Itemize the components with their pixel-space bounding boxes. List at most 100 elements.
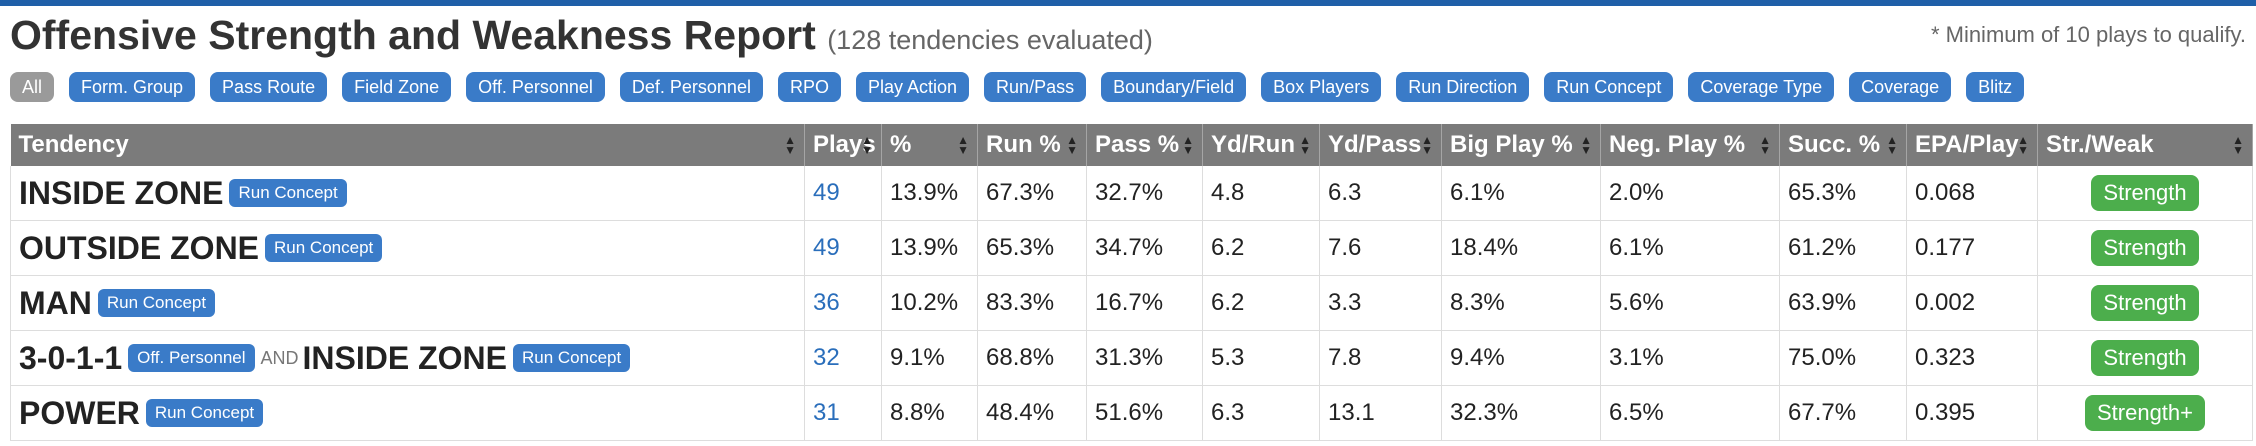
filter-field-zone[interactable]: Field Zone	[342, 72, 452, 102]
pass-pct-cell: 32.7%	[1086, 166, 1203, 221]
filter-run-direction[interactable]: Run Direction	[1396, 72, 1530, 102]
filter-run-concept[interactable]: Run Concept	[1544, 72, 1674, 102]
table-row: INSIDE ZONE Run Concept 49 13.9% 67.3% 32…	[10, 166, 2253, 221]
col-label: Pass %	[1095, 131, 1180, 158]
yd-pass-cell: 13.1	[1319, 385, 1442, 441]
big-play-cell: 32.3%	[1441, 385, 1601, 441]
yd-pass-cell: 7.6	[1319, 220, 1442, 276]
plays-link[interactable]: 31	[813, 399, 840, 426]
sort-icon: ▲ ▼	[1759, 133, 1771, 157]
plays-cell: 36	[804, 275, 882, 331]
filter-rpo[interactable]: RPO	[777, 72, 841, 102]
tendency-cell: OUTSIDE ZONE Run Concept	[10, 220, 805, 276]
sort-icon: ▲ ▼	[861, 133, 873, 157]
succ-cell: 63.9%	[1779, 275, 1907, 331]
col-label: Run %	[986, 131, 1061, 158]
epa-cell: 0.177	[1906, 220, 2038, 276]
col-header-succ[interactable]: Succ. % ▲ ▼	[1779, 124, 1907, 166]
succ-cell: 75.0%	[1779, 330, 1907, 386]
strength-badge: Strength	[2091, 340, 2199, 376]
yd-run-cell: 6.2	[1202, 275, 1320, 331]
col-header-plays[interactable]: Plays ▲ ▼	[804, 124, 882, 166]
run-pct-cell: 68.8%	[977, 330, 1087, 386]
strength-plus-badge: Strength+	[2084, 395, 2205, 431]
filter-pass-route[interactable]: Pass Route	[210, 72, 328, 102]
report-header: Offensive Strength and Weakness Report (…	[10, 10, 2246, 60]
filter-boundary-field[interactable]: Boundary/Field	[1101, 72, 1247, 102]
col-label: Yd/Run	[1211, 131, 1295, 158]
col-label: Tendency	[18, 131, 129, 158]
plays-link[interactable]: 36	[813, 289, 840, 316]
filter-box-players[interactable]: Box Players	[1261, 72, 1382, 102]
col-header-big-play[interactable]: Big Play % ▲ ▼	[1441, 124, 1601, 166]
tendency-name: 3-0-1-1	[19, 339, 123, 376]
title-text: Offensive Strength and Weakness Report	[10, 12, 816, 58]
neg-play-cell: 5.6%	[1600, 275, 1780, 331]
filter-all[interactable]: All	[10, 72, 55, 102]
col-header-epa[interactable]: EPA/Play ▲ ▼	[1906, 124, 2038, 166]
plays-link[interactable]: 32	[813, 344, 840, 371]
col-label: Neg. Play %	[1609, 131, 1746, 158]
filter-def-personnel[interactable]: Def. Personnel	[619, 72, 763, 102]
page-title: Offensive Strength and Weakness Report (…	[10, 12, 1153, 59]
tendency-name: MAN	[19, 284, 92, 321]
big-play-cell: 9.4%	[1441, 330, 1601, 386]
sort-icon: ▲ ▼	[1066, 133, 1078, 157]
sort-icon: ▲ ▼	[1580, 133, 1592, 157]
plays-link[interactable]: 49	[813, 179, 840, 206]
yd-run-cell: 6.3	[1202, 385, 1320, 441]
filter-form-group[interactable]: Form. Group	[69, 72, 196, 102]
sort-icon: ▲ ▼	[1421, 133, 1433, 157]
plays-cell: 49	[804, 166, 882, 221]
tendency-cell: POWER Run Concept	[10, 385, 805, 441]
neg-play-cell: 3.1%	[1600, 330, 1780, 386]
col-header-pct[interactable]: % ▲ ▼	[881, 124, 978, 166]
succ-cell: 67.7%	[1779, 385, 1907, 441]
str-weak-cell: Strength	[2037, 330, 2253, 386]
col-label: Succ. %	[1788, 131, 1881, 158]
neg-play-cell: 6.1%	[1600, 220, 1780, 276]
table-row: 3-0-1-1 Off. Personnel AND INSIDE ZONE Run C…	[10, 330, 2253, 386]
col-header-yd-pass[interactable]: Yd/Pass ▲ ▼	[1319, 124, 1442, 166]
filter-coverage[interactable]: Coverage	[1849, 72, 1952, 102]
run-pct-cell: 83.3%	[977, 275, 1087, 331]
col-label: Plays	[813, 131, 876, 158]
strength-badge: Strength	[2091, 230, 2199, 266]
sort-icon: ▲ ▼	[957, 133, 969, 157]
sort-icon: ▲ ▼	[2017, 133, 2029, 157]
big-play-cell: 18.4%	[1441, 220, 1601, 276]
run-pct-cell: 65.3%	[977, 220, 1087, 276]
col-header-str-weak[interactable]: Str./Weak ▲ ▼	[2037, 124, 2253, 166]
succ-cell: 65.3%	[1779, 166, 1907, 221]
filter-coverage-type[interactable]: Coverage Type	[1688, 72, 1835, 102]
filter-blitz[interactable]: Blitz	[1966, 72, 2025, 102]
epa-cell: 0.068	[1906, 166, 2038, 221]
col-header-pass-pct[interactable]: Pass % ▲ ▼	[1086, 124, 1203, 166]
yd-run-cell: 4.8	[1202, 166, 1320, 221]
yd-pass-cell: 3.3	[1319, 275, 1442, 331]
big-play-cell: 6.1%	[1441, 166, 1601, 221]
tendency-table: Tendency ▲ ▼ Plays ▲ ▼ % ▲ ▼ Run % ▲ ▼ Pass % ▲ ▼ …	[10, 124, 2253, 441]
category-tag: Run Concept	[97, 289, 216, 317]
col-header-run-pct[interactable]: Run % ▲ ▼	[977, 124, 1087, 166]
big-play-cell: 8.3%	[1441, 275, 1601, 331]
and-connector: AND	[260, 347, 299, 368]
strength-badge: Strength	[2091, 285, 2199, 321]
col-header-yd-run[interactable]: Yd/Run ▲ ▼	[1202, 124, 1320, 166]
tendency-name-secondary: INSIDE ZONE	[302, 339, 507, 376]
filter-run-pass[interactable]: Run/Pass	[984, 72, 1087, 102]
pass-pct-cell: 51.6%	[1086, 385, 1203, 441]
col-header-tendency[interactable]: Tendency ▲ ▼	[10, 124, 805, 166]
col-label: %	[890, 131, 912, 158]
tendency-cell: INSIDE ZONE Run Concept	[10, 166, 805, 221]
plays-link[interactable]: 49	[813, 234, 840, 261]
tendency-cell: 3-0-1-1 Off. Personnel AND INSIDE ZONE Run C…	[10, 330, 805, 386]
sort-icon: ▲ ▼	[1299, 133, 1311, 157]
filter-off-personnel[interactable]: Off. Personnel	[466, 72, 605, 102]
qualification-note: * Minimum of 10 plays to qualify.	[1930, 22, 2246, 47]
str-weak-cell: Strength	[2037, 220, 2253, 276]
succ-cell: 61.2%	[1779, 220, 1907, 276]
filter-play-action[interactable]: Play Action	[855, 72, 970, 102]
col-header-neg-play[interactable]: Neg. Play % ▲ ▼	[1600, 124, 1780, 166]
epa-cell: 0.323	[1906, 330, 2038, 386]
